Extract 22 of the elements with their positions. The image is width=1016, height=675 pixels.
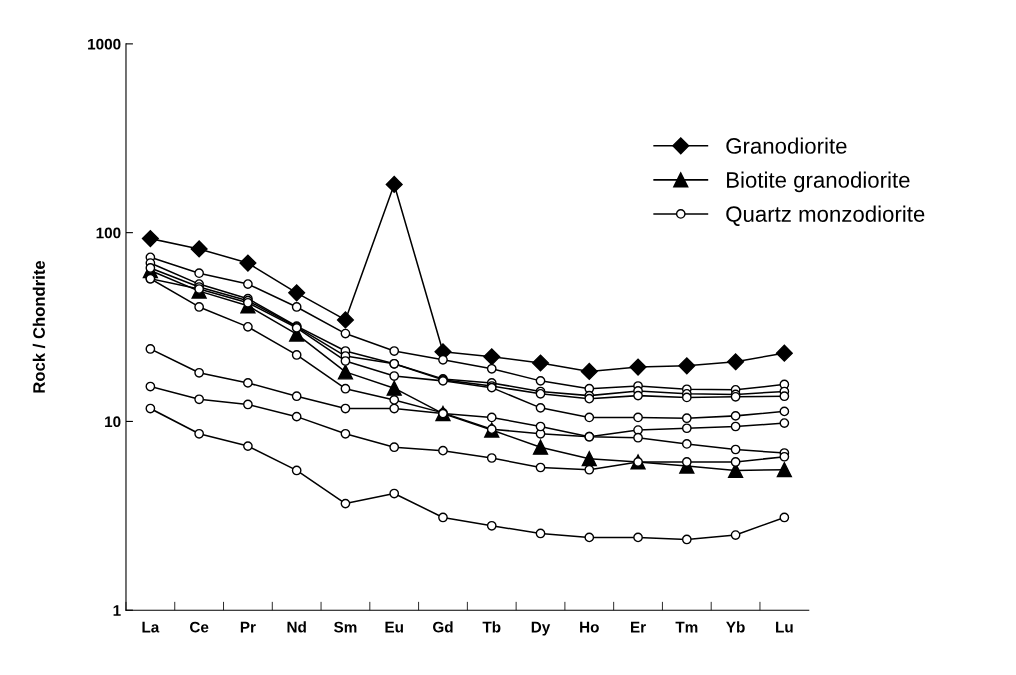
legend-label: Biotite granodiorite [727, 171, 910, 193]
legend-label: Granodiorite [726, 137, 847, 154]
y-axis-title: Rock / Chondrite [32, 260, 46, 393]
x-tick-label: Pr [240, 621, 256, 633]
x-tick-label: Nd [287, 621, 306, 633]
x-tick-label: Yb [726, 621, 745, 633]
x-tick-label: Tb [482, 621, 501, 633]
x-tick-label: Ho [580, 621, 599, 633]
x-tick-label: Tm [675, 621, 698, 633]
legend-label: Quartz monzodiorite [726, 205, 925, 226]
y-tick-label: 100 [96, 227, 121, 239]
x-tick-label: Eu [385, 621, 403, 633]
x-tick-label: Er [631, 621, 646, 633]
x-tick-label: Ce [190, 621, 209, 633]
x-tick-label: Dy [531, 621, 551, 636]
y-tick-label: 1000 [88, 38, 121, 50]
y-tick-label: 10 [105, 416, 121, 428]
x-tick-label: Sm [333, 621, 357, 633]
x-tick-label: Gd [433, 621, 453, 633]
x-tick-label: La [142, 621, 160, 633]
y-tick-label: 1 [113, 605, 121, 616]
x-tick-label: Lu [776, 621, 793, 633]
